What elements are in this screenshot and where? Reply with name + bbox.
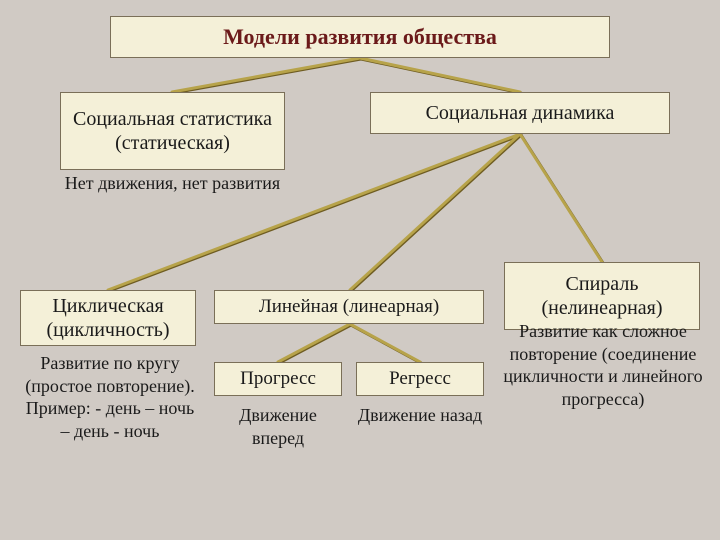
box-lin-label: Линейная (линеарная) xyxy=(259,296,439,319)
text-nostatic-label: Нет движения, нет развития xyxy=(65,173,280,193)
box-title-label: Модели развития общества xyxy=(223,24,497,50)
box-prog: Прогресс xyxy=(214,362,342,396)
text-cycdesc-label: Развитие по кругу (простое повторение). … xyxy=(25,353,194,441)
box-prog-label: Прогресс xyxy=(240,368,316,391)
text-regrdesc: Движение назад xyxy=(356,404,484,452)
text-progdesc: Движение вперед xyxy=(214,404,342,452)
box-regr-label: Регресс xyxy=(389,368,451,391)
text-regrdesc-label: Движение назад xyxy=(358,405,482,425)
text-cycdesc: Развитие по кругу (простое повторение). … xyxy=(20,352,200,512)
text-spiraldesc: Развитие как сложное повторение (соедине… xyxy=(502,320,704,510)
text-progdesc-label: Движение вперед xyxy=(239,405,317,448)
box-stat-label: Социальная статистика (статическая) xyxy=(67,107,278,155)
diagram-content: Модели развития общества Социальная стати… xyxy=(0,0,720,540)
text-nostatic: Нет движения, нет развития xyxy=(50,172,295,222)
text-spiraldesc-label: Развитие как сложное повторение (соедине… xyxy=(503,321,702,409)
box-cyc-label: Циклическая (цикличность) xyxy=(27,294,189,342)
box-cyc: Циклическая (цикличность) xyxy=(20,290,196,346)
box-dyn-label: Социальная динамика xyxy=(426,101,615,125)
box-stat: Социальная статистика (статическая) xyxy=(60,92,285,170)
box-dyn: Социальная динамика xyxy=(370,92,670,134)
box-lin: Линейная (линеарная) xyxy=(214,290,484,324)
box-title: Модели развития общества xyxy=(110,16,610,58)
box-regr: Регресс xyxy=(356,362,484,396)
box-spiral-label: Спираль (нелинеарная) xyxy=(511,272,693,320)
